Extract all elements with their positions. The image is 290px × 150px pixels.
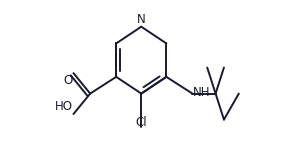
- Text: Cl: Cl: [135, 116, 147, 129]
- Text: HO: HO: [55, 100, 72, 113]
- Text: NH: NH: [193, 86, 211, 99]
- Text: N: N: [137, 13, 146, 26]
- Text: O: O: [63, 74, 72, 87]
